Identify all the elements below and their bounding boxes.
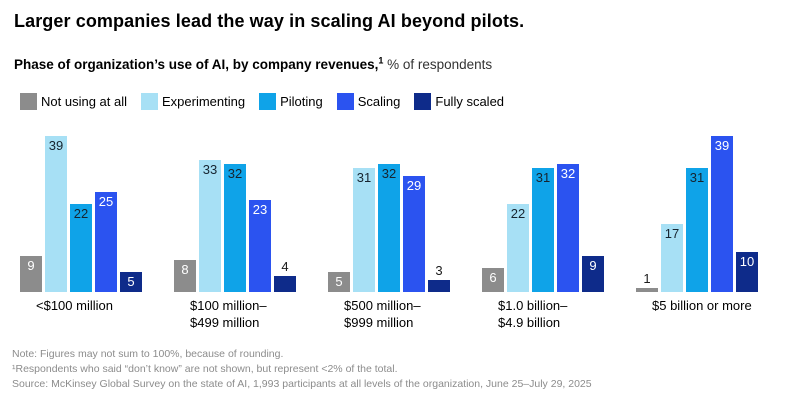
category-label: $500 million– $999 million — [344, 298, 421, 330]
bar-value-label: 33 — [202, 162, 218, 177]
chart-group-2: 8 33 32 23 4 $100 million– $499 million — [174, 136, 296, 332]
legend-item-fully-scaled: Fully scaled — [414, 93, 504, 110]
bar-piloting: 31 — [686, 168, 708, 292]
chart-group-3: 5 31 32 29 3 $500 million– $999 million — [328, 136, 450, 332]
bar-fully-scaled: 4 — [274, 259, 296, 292]
legend-swatch — [141, 93, 158, 110]
chart-subtitle: Phase of organization’s use of AI, by co… — [14, 55, 493, 72]
bar-experimenting: 39 — [45, 136, 67, 292]
legend-label: Fully scaled — [435, 94, 505, 109]
bar-value-label: 32 — [560, 166, 576, 181]
bar-value-label: 39 — [714, 138, 730, 153]
bar-experimenting: 33 — [199, 160, 221, 292]
legend-swatch — [336, 93, 354, 110]
bar-experimenting: 17 — [661, 224, 683, 292]
bar-experimenting: 31 — [353, 168, 375, 292]
bars-row: 6 22 31 32 9 — [482, 136, 604, 292]
page-title: Larger companies lead the way in scaling… — [14, 11, 525, 31]
bar-not-using-at-all: 5 — [328, 272, 350, 292]
category-label: <$100 million — [36, 298, 113, 313]
bar-fully-scaled: 10 — [736, 252, 758, 292]
bars-row: 8 33 32 23 4 — [174, 136, 296, 292]
legend-swatch — [259, 93, 277, 110]
bar-value-label: 8 — [181, 262, 189, 277]
legend-swatch — [20, 93, 37, 110]
legend-item-not-using-at-all: Not using at all — [20, 93, 127, 110]
bar-value-label: 17 — [664, 226, 680, 241]
footnote-source: Source: McKinsey Global Survey on the st… — [12, 377, 592, 390]
legend-item-piloting: Piloting — [259, 93, 323, 110]
bar-not-using-at-all: 9 — [20, 256, 42, 292]
bar-piloting: 31 — [532, 168, 554, 292]
bar-scaling: 23 — [249, 200, 271, 292]
bar-value-label: 10 — [739, 254, 755, 269]
bar-scaling: 32 — [557, 164, 579, 292]
category-label: $1.0 billion– $4.9 billion — [498, 298, 568, 330]
bar-value-label: 31 — [356, 170, 372, 185]
bar-value-label: 9 — [589, 258, 597, 273]
bar-experimenting: 22 — [507, 204, 529, 292]
legend-label: Not using at all — [41, 94, 127, 109]
bar-fully-scaled: 5 — [120, 272, 142, 292]
bar-value-label: 4 — [281, 259, 289, 274]
category-label: $5 billion or more — [652, 298, 752, 313]
bar-value-label: 6 — [489, 270, 497, 285]
legend-swatch — [414, 93, 432, 110]
bar-value-label: 32 — [381, 166, 397, 181]
bar-value-label: 32 — [227, 166, 243, 181]
bar-value-label: 31 — [535, 170, 551, 185]
bars-row: 5 31 32 29 3 — [328, 136, 450, 292]
bar-piloting: 32 — [224, 164, 246, 292]
bar-scaling: 29 — [403, 176, 425, 292]
bar-chart: 9 39 22 25 5 <$100 million 8 33 32 23 4 $100 millio… — [20, 136, 758, 332]
bar-not-using-at-all: 6 — [482, 268, 504, 292]
subtitle-footnote-marker: 1 — [378, 55, 384, 66]
footnote-respondents: ¹Respondents who said “don’t know” are n… — [12, 362, 398, 375]
subtitle-bold: Phase of organization’s use of AI, by co… — [14, 57, 379, 72]
bar-piloting: 22 — [70, 204, 92, 292]
bar-value-label: 3 — [435, 263, 443, 278]
bar-fully-scaled: 3 — [428, 263, 450, 292]
legend-item-experimenting: Experimenting — [141, 93, 245, 110]
chart-group-1: 9 39 22 25 5 <$100 million — [20, 136, 142, 332]
legend-label: Piloting — [280, 94, 323, 109]
bars-row: 1 17 31 39 10 — [636, 136, 758, 292]
subtitle-unit: % of respondents — [383, 57, 493, 72]
bar-fully-scaled: 9 — [582, 256, 604, 292]
category-label: $100 million– $499 million — [190, 298, 267, 330]
bar-value-label: 39 — [48, 138, 64, 153]
footnotes: Note: Figures may not sum to 100%, becau… — [12, 347, 592, 392]
bars-row: 9 39 22 25 5 — [20, 136, 142, 292]
bar-scaling: 39 — [711, 136, 733, 292]
bar-value-label: 5 — [335, 274, 343, 289]
footnote-note: Note: Figures may not sum to 100%, becau… — [12, 348, 284, 360]
bar-value-label: 5 — [127, 274, 135, 289]
bar-value-label: 29 — [406, 178, 422, 193]
legend: Not using at all Experimenting Piloting Sca… — [20, 93, 504, 110]
bar-scaling: 25 — [95, 192, 117, 292]
bar-value-label: 31 — [689, 170, 705, 185]
bar-not-using-at-all: 1 — [636, 271, 658, 292]
bar-value-label: 22 — [510, 206, 526, 221]
bar-value-label: 23 — [252, 202, 268, 217]
legend-label: Experimenting — [162, 94, 246, 109]
bar-value-label: 1 — [643, 271, 651, 286]
bar-value-label: 9 — [27, 258, 35, 273]
bar-not-using-at-all: 8 — [174, 260, 196, 292]
chart-group-4: 6 22 31 32 9 $1.0 billion– $4.9 billion — [482, 136, 604, 332]
bar-value-label: 25 — [98, 194, 114, 209]
chart-group-5: 1 17 31 39 10 $5 billion or more — [636, 136, 758, 332]
legend-item-scaling: Scaling — [336, 93, 401, 110]
bar-value-label: 22 — [73, 206, 89, 221]
legend-label: Scaling — [357, 94, 401, 109]
bar-piloting: 32 — [378, 164, 400, 292]
